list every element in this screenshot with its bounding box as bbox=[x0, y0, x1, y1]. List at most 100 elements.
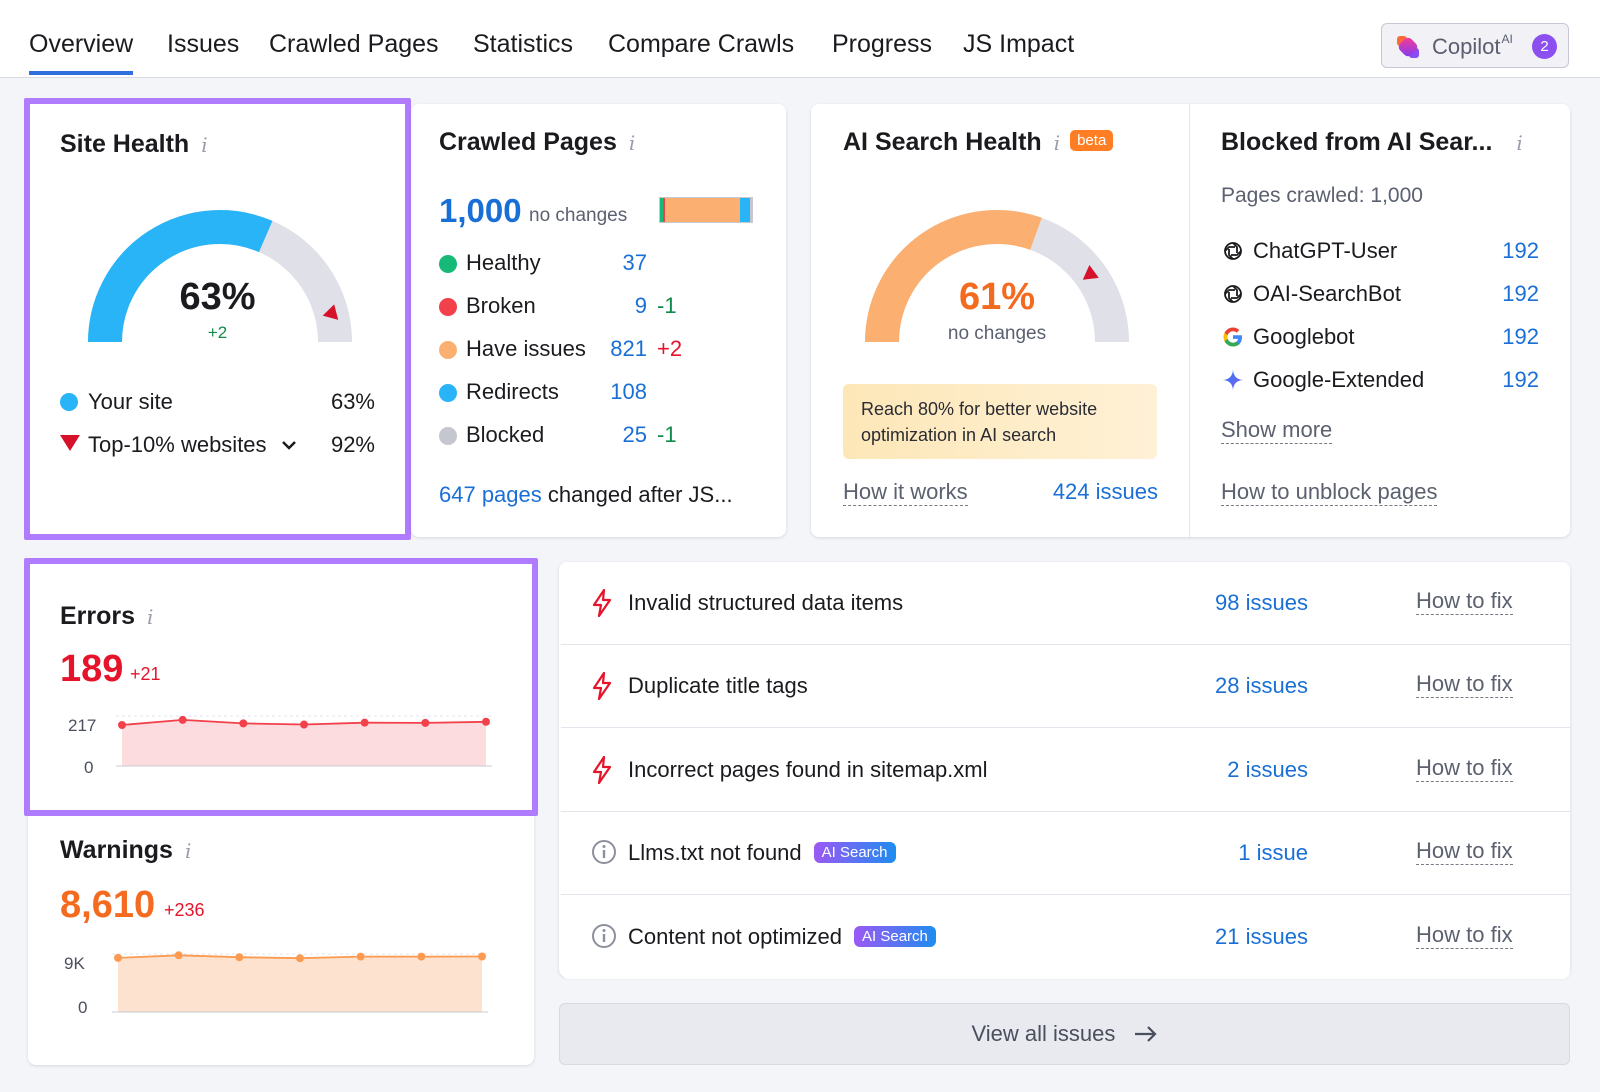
warnings-value[interactable]: 8,610 bbox=[60, 884, 156, 926]
warnings-card: Warnings i 8,610 +236 9K 0 bbox=[28, 800, 534, 1065]
issue-text[interactable]: Invalid structured data items bbox=[628, 590, 904, 615]
chart-point[interactable] bbox=[356, 952, 365, 961]
chart-point[interactable] bbox=[178, 715, 187, 724]
errors-delta: +21 bbox=[130, 664, 161, 684]
issue-text[interactable]: Duplicate title tags bbox=[628, 673, 808, 699]
status-dot bbox=[439, 384, 457, 402]
show-more-link[interactable]: Show more bbox=[1221, 417, 1333, 444]
issue-count[interactable]: 1 issue bbox=[1238, 840, 1308, 866]
issue-row[interactable]: Duplicate title tags 28 issues How to fi… bbox=[561, 645, 1570, 729]
crawled-row-label: Healthy bbox=[466, 250, 541, 275]
ai-search-title: AI Search Health bbox=[843, 128, 1042, 156]
ai-search-tag: AI Search bbox=[813, 842, 896, 864]
bot-count[interactable]: 192 bbox=[1502, 281, 1539, 306]
chart-point[interactable] bbox=[174, 951, 183, 960]
chart-area bbox=[122, 719, 486, 766]
tab-progress[interactable]: Progress bbox=[832, 30, 933, 58]
issue-row[interactable]: Content not optimized AI Search 21 issues… bbox=[561, 895, 1570, 979]
notice-info-icon bbox=[591, 839, 617, 867]
crawled-row-label: Blocked bbox=[466, 422, 545, 447]
errors-title: Errors bbox=[60, 602, 136, 630]
your-site-dot bbox=[60, 393, 78, 411]
chart-point[interactable] bbox=[296, 954, 304, 963]
chart-point[interactable] bbox=[114, 953, 122, 962]
crawled-row-label: Have issues bbox=[466, 336, 586, 361]
view-all-issues-button[interactable]: View all issues bbox=[559, 1003, 1570, 1065]
issue-row[interactable]: Incorrect pages found in sitemap.xml 2 i… bbox=[561, 728, 1570, 812]
how-to-fix-link[interactable]: How to fix bbox=[1416, 838, 1513, 866]
copilot-label: Copilot bbox=[1432, 34, 1501, 59]
crawled-row-delta: -1 bbox=[657, 422, 677, 447]
issue-count[interactable]: 98 issues bbox=[1215, 590, 1308, 615]
info-icon[interactable]: i bbox=[184, 839, 192, 863]
your-site-label: Your site bbox=[88, 389, 173, 414]
chart-point[interactable] bbox=[478, 952, 486, 961]
notice-info-icon bbox=[591, 923, 617, 951]
ai-search-gauge bbox=[865, 210, 1129, 343]
crawled-row-value[interactable]: 37 bbox=[622, 250, 647, 275]
issue-text[interactable]: Llms.txt not found bbox=[628, 840, 802, 866]
issue-count[interactable]: 28 issues bbox=[1215, 673, 1308, 699]
errors-value[interactable]: 189 bbox=[60, 648, 124, 690]
crawled-row-value[interactable]: 25 bbox=[622, 422, 647, 447]
bot-count[interactable]: 192 bbox=[1502, 367, 1539, 392]
crawled-total[interactable]: 1,000 bbox=[439, 192, 522, 229]
chart-point[interactable] bbox=[300, 720, 308, 729]
errors-chart bbox=[116, 715, 492, 767]
bot-count[interactable]: 192 bbox=[1502, 238, 1539, 263]
chart-point[interactable] bbox=[421, 718, 430, 727]
issue-row[interactable]: Invalid structured data items 98 issues … bbox=[561, 562, 1570, 645]
distribution-segment bbox=[739, 198, 750, 222]
ai-search-callout: Reach 80% for better website optimizatio… bbox=[843, 384, 1157, 459]
info-icon[interactable]: i bbox=[201, 133, 208, 157]
info-icon[interactable]: i bbox=[628, 131, 636, 155]
how-to-fix-link[interactable]: How to fix bbox=[1416, 921, 1513, 949]
tab-statistics[interactable]: Statistics bbox=[473, 30, 574, 58]
warnings-y-min: 0 bbox=[78, 998, 88, 1017]
crawled-distribution-bar bbox=[659, 197, 753, 223]
tab-js-impact[interactable]: JS Impact bbox=[963, 30, 1075, 58]
your-site-value: 63% bbox=[330, 389, 375, 414]
chart-point[interactable] bbox=[417, 952, 426, 961]
chart-point[interactable] bbox=[360, 718, 369, 727]
how-to-fix-link[interactable]: How to fix bbox=[1416, 588, 1513, 615]
chart-area bbox=[118, 955, 482, 1012]
chart-point[interactable] bbox=[235, 953, 244, 962]
top10-dropdown[interactable]: Top-10% websites bbox=[88, 432, 297, 458]
tab-compare-crawls[interactable]: Compare Crawls bbox=[608, 30, 795, 58]
info-icon[interactable]: i bbox=[147, 605, 154, 629]
tab-crawled-pages[interactable]: Crawled Pages bbox=[269, 30, 439, 58]
issue-row[interactable]: Llms.txt not found AI Search 1 issue How … bbox=[561, 812, 1570, 896]
copilot-logo-icon bbox=[1397, 36, 1419, 58]
unblock-link[interactable]: How to unblock pages bbox=[1221, 479, 1438, 506]
info-icon[interactable]: i bbox=[1053, 131, 1061, 155]
copilot-button[interactable]: CopilotAI 2 bbox=[1381, 23, 1569, 68]
chevron-down-icon bbox=[281, 441, 296, 450]
how-it-works-link[interactable]: How it works bbox=[843, 479, 968, 506]
google-icon bbox=[1221, 325, 1245, 354]
tab-overview[interactable]: Overview bbox=[29, 30, 134, 75]
issue-count[interactable]: 21 issues bbox=[1215, 923, 1308, 949]
crawled-row-value[interactable]: 9 bbox=[634, 293, 647, 318]
top10-marker bbox=[322, 304, 339, 320]
ai-search-card: AI Search Health i beta 61% no changes Rea… bbox=[811, 104, 1570, 537]
chart-point[interactable] bbox=[482, 717, 490, 726]
crawled-row-value[interactable]: 821 bbox=[610, 336, 647, 361]
info-icon[interactable]: i bbox=[1516, 131, 1523, 155]
how-to-fix-link[interactable]: How to fix bbox=[1416, 754, 1513, 782]
how-to-fix-link[interactable]: How to fix bbox=[1416, 671, 1513, 699]
ai-issues-link[interactable]: 424 issues bbox=[1052, 479, 1158, 504]
bot-count[interactable]: 192 bbox=[1502, 324, 1539, 349]
chart-point[interactable] bbox=[118, 720, 126, 729]
issue-text[interactable]: Incorrect pages found in sitemap.xml bbox=[628, 756, 988, 782]
pages-crawled-text: Pages crawled: 1,000 bbox=[1221, 184, 1423, 207]
js-changed-link[interactable]: 647 pages bbox=[439, 482, 542, 507]
crawled-row-value[interactable]: 108 bbox=[610, 379, 647, 404]
issue-text[interactable]: Content not optimized bbox=[628, 923, 843, 949]
chart-point[interactable] bbox=[239, 719, 248, 728]
ai-search-value: 61% bbox=[958, 276, 1036, 318]
error-bolt-icon bbox=[591, 755, 617, 784]
tab-issues[interactable]: Issues bbox=[167, 30, 240, 58]
issue-count[interactable]: 2 issues bbox=[1227, 756, 1308, 782]
errors-y-max: 217 bbox=[68, 716, 97, 735]
